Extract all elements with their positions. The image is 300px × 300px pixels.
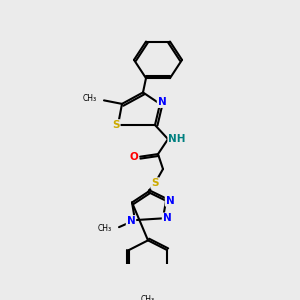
Text: CH₃: CH₃	[98, 224, 112, 233]
Text: S: S	[151, 178, 159, 188]
Text: N: N	[127, 216, 135, 226]
Text: CH₃: CH₃	[141, 295, 155, 300]
Text: S: S	[112, 120, 120, 130]
Text: O: O	[130, 152, 138, 162]
Text: N: N	[158, 97, 166, 107]
Text: NH: NH	[168, 134, 186, 144]
Text: CH₃: CH₃	[83, 94, 97, 103]
Text: N: N	[163, 213, 171, 223]
Text: N: N	[166, 196, 174, 206]
